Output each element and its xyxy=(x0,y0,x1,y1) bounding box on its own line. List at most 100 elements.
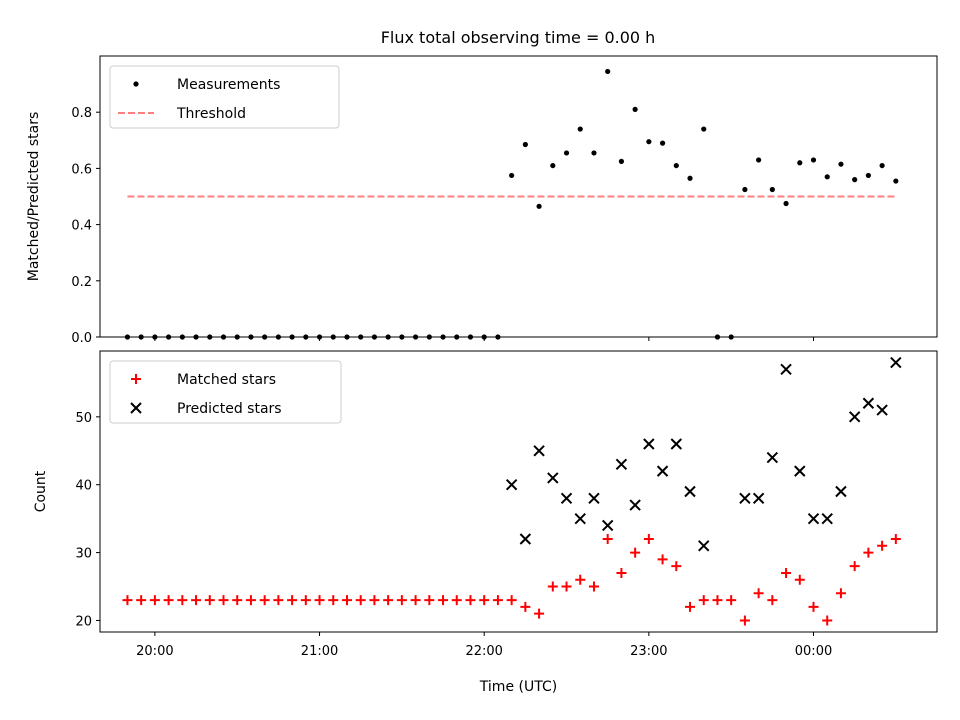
measurement-point xyxy=(646,139,652,145)
legend-label: Predicted stars xyxy=(177,401,282,417)
matched-star-marker xyxy=(616,567,627,578)
matched-star-marker xyxy=(588,581,599,592)
matched-star-marker xyxy=(410,595,421,606)
predicted-star-marker xyxy=(807,512,820,525)
matched-star-marker xyxy=(547,581,558,592)
y-tick-label: 0.6 xyxy=(71,162,92,177)
series-predicted-stars xyxy=(505,356,902,552)
matched-star-marker xyxy=(355,595,366,606)
matched-star-marker xyxy=(479,595,490,606)
matched-star-marker xyxy=(218,595,229,606)
measurement-point xyxy=(852,177,858,183)
measurement-point xyxy=(756,157,762,163)
matched-star-marker xyxy=(671,561,682,572)
matched-star-marker xyxy=(465,595,476,606)
top-panel: 0.0 0.2 0.4 0.6 0.8 Matched/Predicted stars Me… xyxy=(26,55,938,346)
matched-star-marker xyxy=(767,595,778,606)
legend-box xyxy=(109,65,340,129)
matched-star-marker xyxy=(163,595,174,606)
y-tick-label: 50 xyxy=(75,411,92,426)
predicted-star-marker xyxy=(698,540,710,552)
predicted-star-marker xyxy=(848,411,861,423)
matched-star-marker xyxy=(808,601,819,612)
matched-star-marker xyxy=(122,595,133,606)
measurement-point xyxy=(879,162,885,169)
y-tick-label: 20 xyxy=(75,614,92,629)
matched-star-marker xyxy=(877,540,888,551)
measurement-point xyxy=(536,203,542,209)
matched-star-marker xyxy=(835,588,846,599)
matched-star-marker xyxy=(890,534,901,545)
legend-label: Threshold xyxy=(176,106,246,122)
matched-star-marker xyxy=(781,567,792,578)
measurement-point xyxy=(810,157,817,163)
y-tick-label: 0.4 xyxy=(71,219,92,234)
predicted-star-marker xyxy=(821,512,833,525)
x-tick-label: 20:00 xyxy=(136,644,173,659)
matched-star-marker xyxy=(712,595,723,606)
matched-star-marker xyxy=(753,588,764,599)
predicted-star-marker xyxy=(835,485,847,498)
measurement-point xyxy=(618,158,625,164)
predicted-star-marker xyxy=(601,519,614,532)
matched-star-marker xyxy=(245,595,256,606)
measurement-point xyxy=(659,140,666,146)
measurement-point xyxy=(865,172,871,179)
y-tick-label: 40 xyxy=(75,479,92,494)
matched-star-marker xyxy=(177,595,188,606)
matched-star-marker xyxy=(685,601,696,612)
matched-star-marker xyxy=(328,595,339,606)
matched-star-marker xyxy=(506,595,517,606)
predicted-star-marker xyxy=(574,512,586,525)
matched-star-marker xyxy=(575,574,586,585)
matched-star-marker xyxy=(396,595,407,606)
y-tick-label: 0.0 xyxy=(71,331,92,346)
matched-star-marker xyxy=(438,595,449,606)
matched-star-marker xyxy=(822,615,833,626)
x-tick-label: 21:00 xyxy=(301,644,338,659)
measurement-point xyxy=(550,162,556,169)
measurement-point xyxy=(522,141,528,148)
predicted-star-marker xyxy=(766,451,779,464)
bottom-panel: 20 30 40 50 20:00 21:00 22:00 23:00 00:00 Count Ti… xyxy=(33,350,938,695)
measurement-point xyxy=(797,160,803,166)
matched-star-marker xyxy=(383,595,394,606)
legend-marker-plus xyxy=(131,374,141,384)
matched-star-marker xyxy=(492,595,503,606)
plot-frame xyxy=(99,55,938,338)
predicted-star-marker xyxy=(643,438,655,450)
matched-star-marker xyxy=(630,547,641,558)
matched-star-marker xyxy=(698,595,709,606)
matched-star-marker xyxy=(191,595,202,606)
legend-box xyxy=(109,360,342,424)
measurement-point xyxy=(673,162,679,169)
x-tick-label: 22:00 xyxy=(465,644,502,659)
y-axis-label: Count xyxy=(33,470,49,512)
measurement-point xyxy=(701,126,707,132)
matched-star-marker xyxy=(451,595,462,606)
matched-star-marker xyxy=(259,595,270,606)
predicted-star-marker xyxy=(547,472,559,484)
matched-star-marker xyxy=(657,554,668,565)
x-tick-label: 23:00 xyxy=(630,644,667,659)
matched-star-marker xyxy=(863,547,874,558)
predicted-star-marker xyxy=(862,397,875,409)
predicted-star-marker xyxy=(588,492,600,504)
y-tick-label: 0.8 xyxy=(71,106,92,121)
legend: Measurements Threshold xyxy=(109,65,340,129)
predicted-star-marker xyxy=(670,438,683,450)
figure-title: Flux total observing time = 0.00 h xyxy=(381,28,656,47)
matched-star-marker xyxy=(149,595,160,606)
series-matched-stars xyxy=(122,534,901,626)
predicted-star-marker xyxy=(533,445,545,457)
matched-star-marker xyxy=(273,595,284,606)
matched-star-marker xyxy=(849,561,860,572)
predicted-star-marker xyxy=(505,479,518,491)
legend-label: Matched stars xyxy=(177,372,276,388)
legend-marker-x xyxy=(130,402,142,414)
x-axis-label: Time (UTC) xyxy=(479,679,557,695)
matched-star-marker xyxy=(520,601,531,612)
measurement-point xyxy=(687,175,693,181)
measurement-point xyxy=(632,106,638,112)
